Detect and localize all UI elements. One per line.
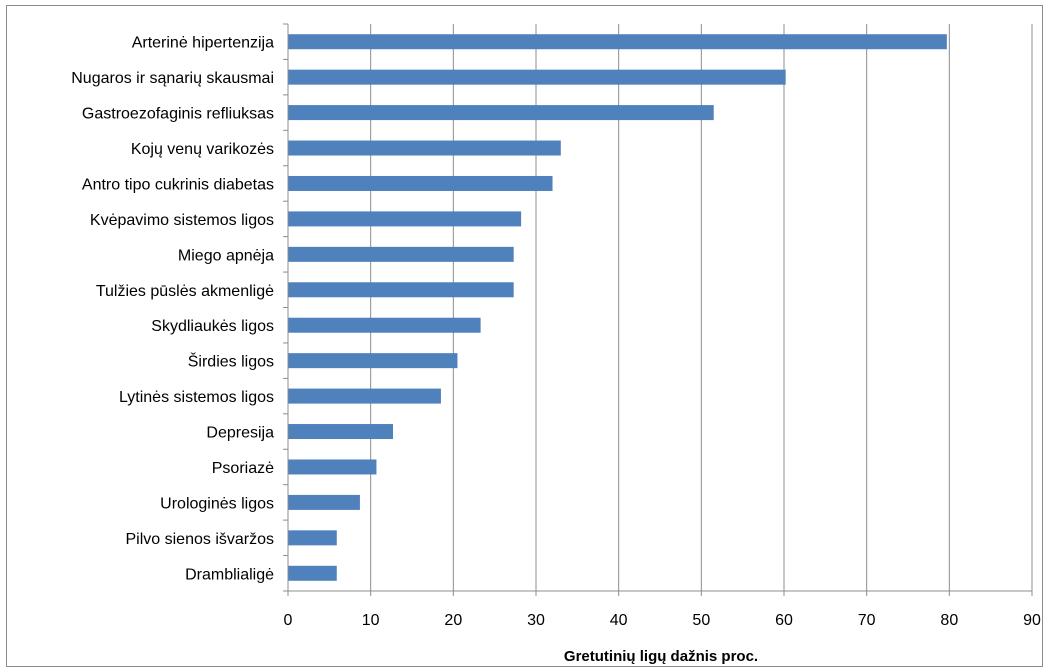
bar xyxy=(288,140,561,156)
category-label: Arterinė hipertenzija xyxy=(132,35,274,52)
bar xyxy=(288,105,714,121)
bar xyxy=(288,211,522,227)
bar xyxy=(288,175,553,191)
category-label: Nugaros ir sąnarių skausmai xyxy=(71,70,274,87)
category-label: Skydliaukės ligos xyxy=(151,318,274,335)
bar xyxy=(288,565,337,581)
category-label: Kojų venų varikozės xyxy=(131,141,274,158)
x-tick-label: 60 xyxy=(775,612,793,629)
category-label: Depresija xyxy=(206,425,274,442)
bar xyxy=(288,246,514,262)
category-label: Tulžies pūslės akmenligė xyxy=(96,283,274,300)
category-label: Širdies ligos xyxy=(188,352,274,371)
x-tick-label: 0 xyxy=(284,612,293,629)
bar xyxy=(288,353,458,369)
bar xyxy=(288,34,947,50)
bar xyxy=(288,424,393,440)
x-tick-label: 70 xyxy=(858,612,876,629)
category-label: Psoriazė xyxy=(212,460,274,477)
bar xyxy=(288,388,441,404)
category-label: Gastroezofaginis refliuksas xyxy=(82,106,274,123)
bar xyxy=(288,282,514,298)
category-label: Dramblialigė xyxy=(185,566,274,583)
x-tick-label: 20 xyxy=(444,612,462,629)
category-labels: Arterinė hipertenzija Nugaros ir sąnarių … xyxy=(71,35,274,584)
category-label: Kvėpavimo sistemos ligos xyxy=(90,212,274,229)
bar xyxy=(288,494,360,510)
axes xyxy=(283,23,1033,596)
category-label: Miego apnėja xyxy=(178,247,274,264)
bar xyxy=(288,459,377,475)
category-label: Lytinės sistemos ligos xyxy=(119,389,274,406)
x-tick-label: 90 xyxy=(1023,612,1041,629)
x-tick-label: 80 xyxy=(940,612,958,629)
x-tick-labels: 0 10 20 30 40 50 60 70 80 90 xyxy=(284,612,1041,629)
category-label: Urologinės ligos xyxy=(160,495,274,512)
category-label: Pilvo sienos išvaržos xyxy=(126,531,275,548)
category-label: Antro tipo cukrinis diabetas xyxy=(82,176,274,193)
x-axis-title: Gretutinių ligų dažnis proc. xyxy=(564,648,758,665)
x-tick-label: 10 xyxy=(362,612,380,629)
bars xyxy=(288,34,947,581)
bar xyxy=(288,317,481,333)
bar xyxy=(288,69,786,85)
x-tick-label: 50 xyxy=(692,612,710,629)
bar xyxy=(288,530,337,546)
x-tick-label: 40 xyxy=(610,612,628,629)
x-tick-label: 30 xyxy=(527,612,545,629)
